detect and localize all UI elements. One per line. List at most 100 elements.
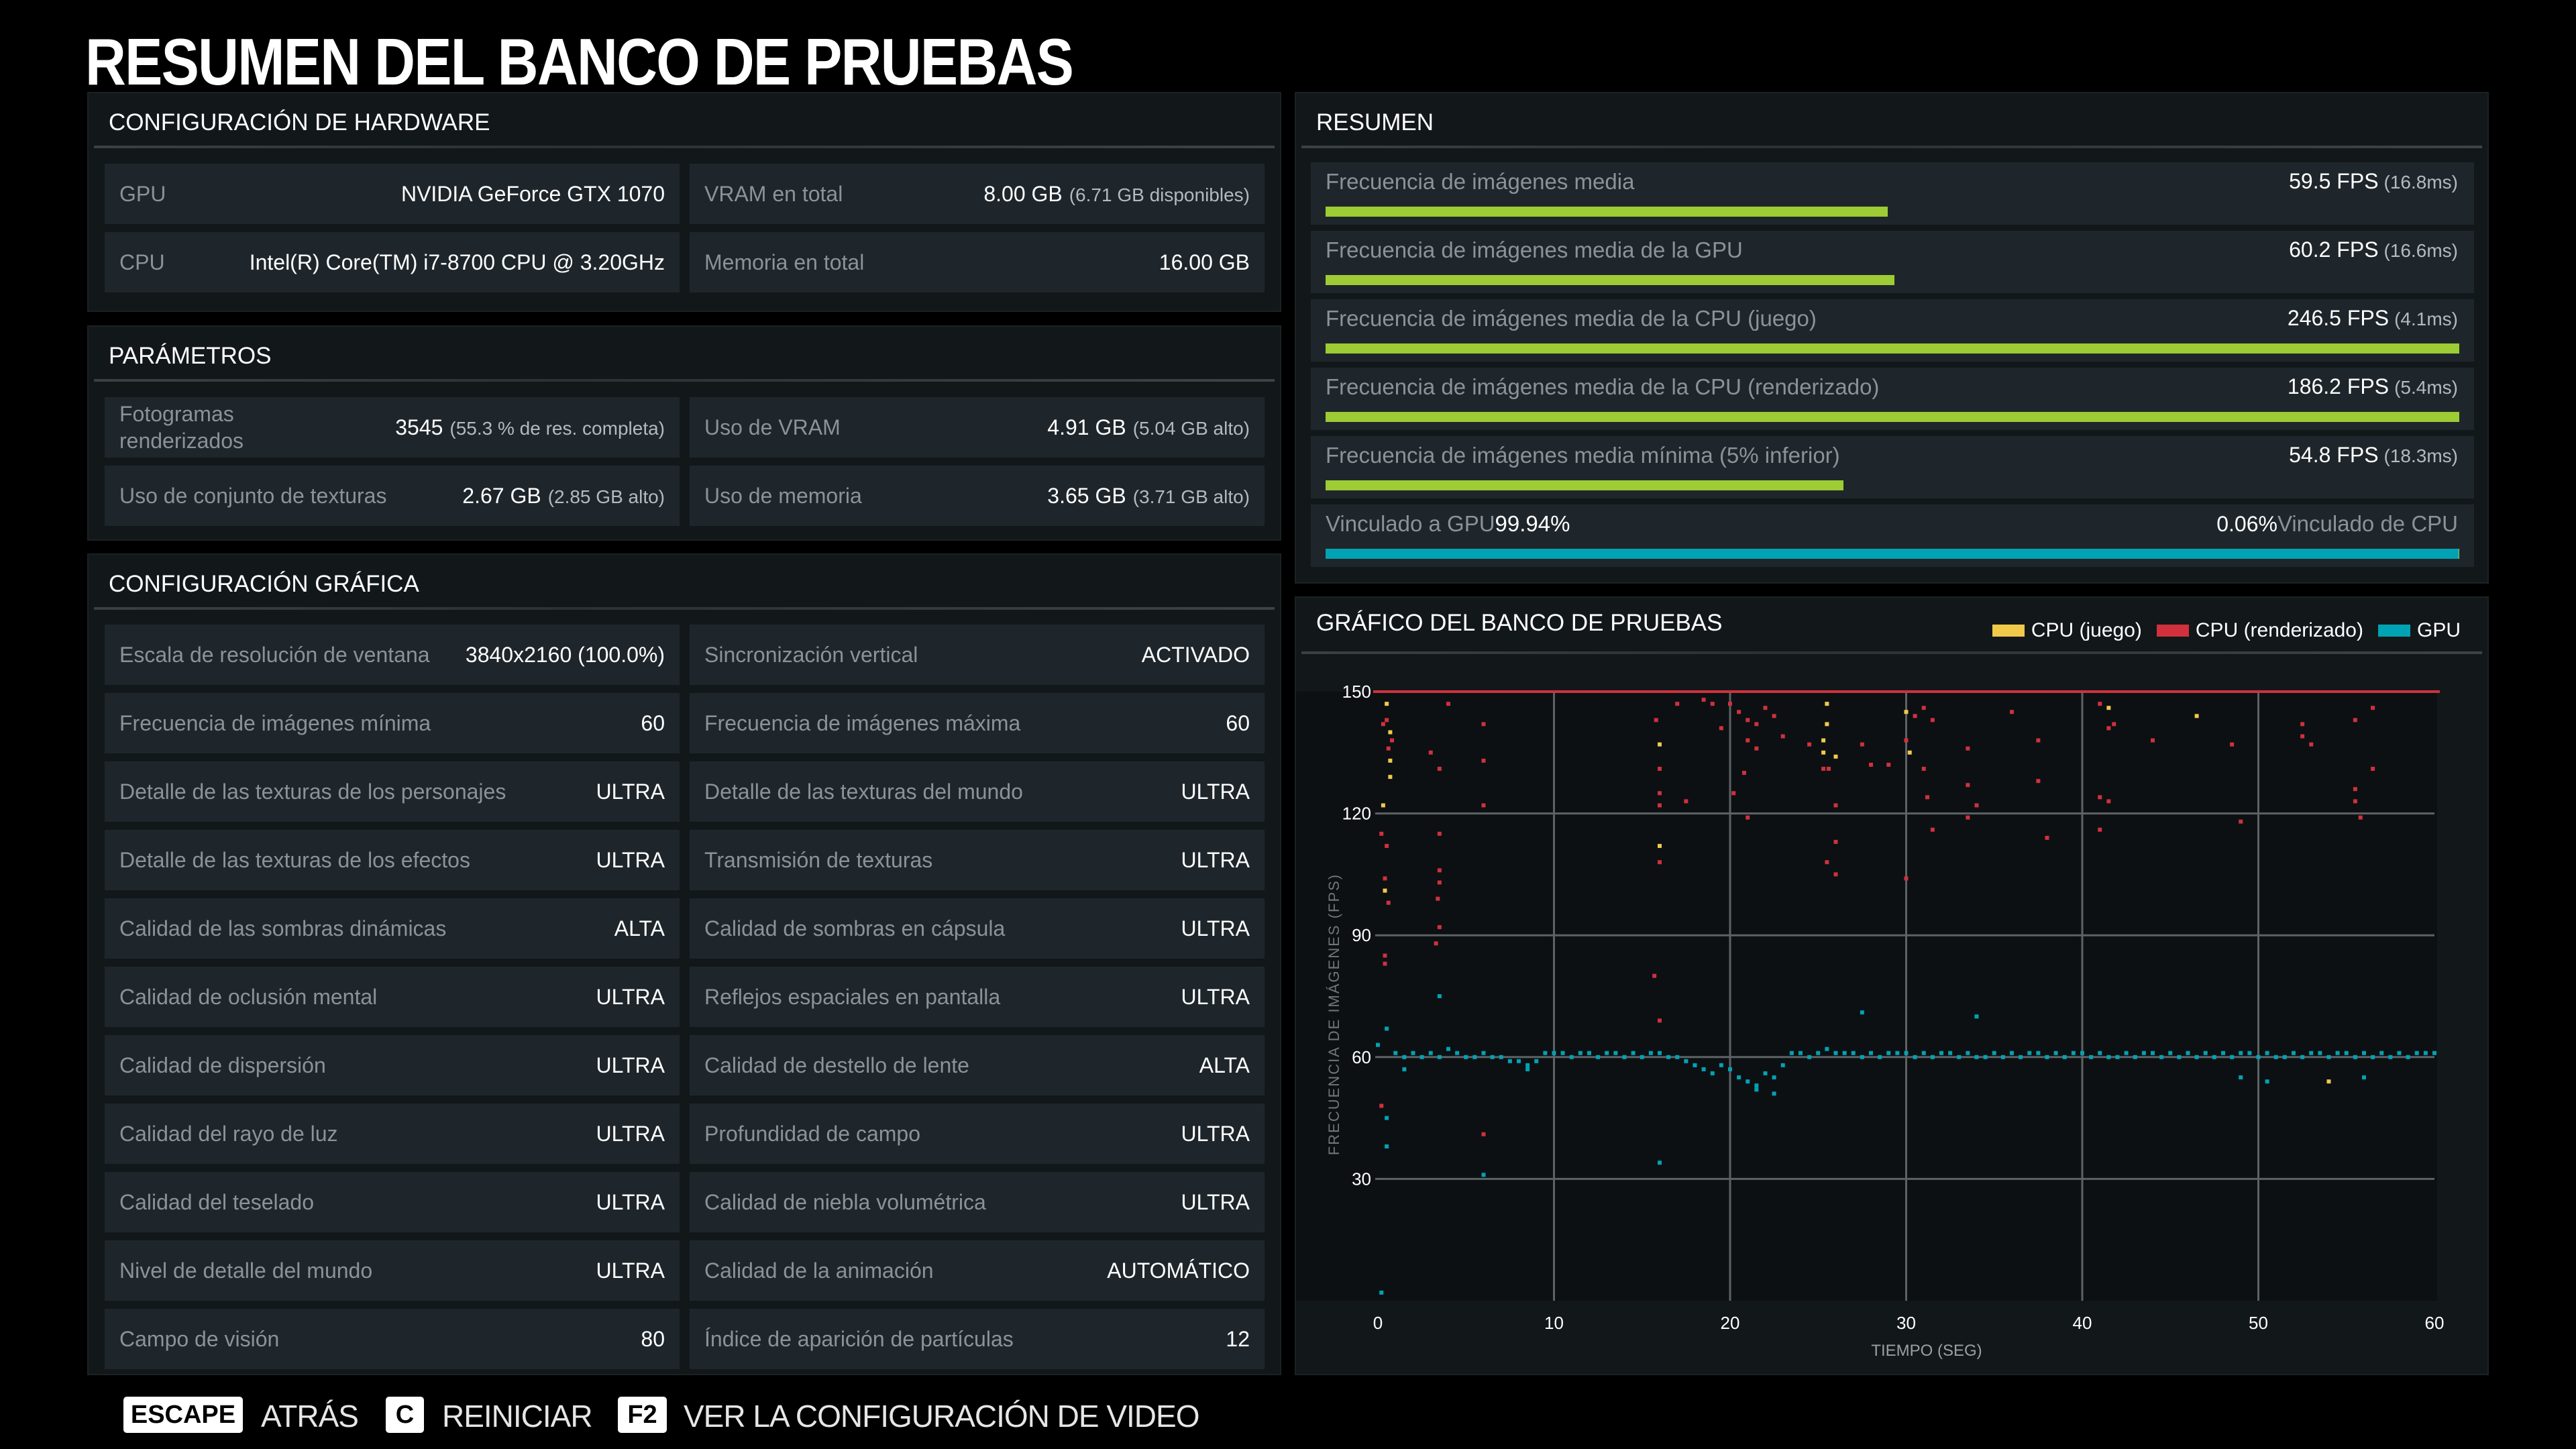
parameter-value: 3545 (55.3 % de res. completa) [395,415,665,440]
graphics-setting-value: ACTIVADO [1142,643,1250,667]
hardware-panel: CONFIGURACIÓN DE HARDWARE GPU NVIDIA GeFo… [87,92,1281,312]
cpu-render-point [1417,690,1428,693]
gpu-point [2186,1051,2190,1055]
cpu-render-point [1675,702,1680,706]
graphics-setting-value-main: ULTRA [596,1258,665,1283]
cpu-render-point [2368,690,2379,693]
cpu-render-point [1514,690,1524,693]
cpu-render-point [1690,690,1701,693]
c-key[interactable]: C [386,1397,424,1433]
x-tick-label: 0 [1373,1313,1383,1333]
summary-fps: 54.8 FPS [2289,443,2379,467]
x-axis-title: TIEMPO (SEG) [1871,1342,1982,1360]
view-video-settings-button[interactable]: VER LA CONFIGURACIÓN DE VIDEO [684,1399,1199,1434]
cpu-render-point [1742,771,1746,775]
gpu-point [1780,1063,1785,1067]
cpu-render-point [1437,831,1442,836]
cpu-render-point [1391,690,1401,693]
cpu-game-point [1825,722,1829,727]
cpu-render-point [1825,860,1829,865]
y-tick-label: 120 [1342,804,1371,824]
graphics-setting-label: Calidad del rayo de luz [119,1121,338,1146]
cpu-render-point [2157,690,2167,693]
gpu-point [2141,1051,2146,1055]
cpu-render-point [1390,738,1394,743]
graphics-setting-item: Calidad del rayo de luz ULTRA [105,1104,680,1164]
cpu-render-point [1373,690,1383,693]
cpu-render-point [1743,690,1754,693]
cpu-render-point [1672,690,1683,693]
cpu-render-point [1821,767,1826,771]
cpu-render-point [2059,690,2070,693]
cpu-render-point [2371,767,2375,771]
cpu-render-point [1980,690,1991,693]
gpu-point [1640,1055,1644,1059]
summary-row: Frecuencia de imágenes media 59.5 FPS (16.… [1311,162,2474,225]
graphics-setting-value: 60 [641,711,665,736]
escape-key[interactable]: ESCAPE [123,1397,243,1433]
graphics-setting-value-main: ULTRA [1181,847,1250,872]
gpu-point [1869,1051,1873,1055]
graphics-setting-value-main: 12 [1226,1326,1250,1351]
cpu-render-point [1496,690,1507,693]
y-axis-title: FRECUENCIA DE IMÁGENES (FPS) [1326,873,1342,1155]
cpu-render-point [2112,722,2116,727]
graphics-setting-item: Reflejos espaciales en pantalla ULTRA [690,967,1265,1027]
summary-value: 246.5 FPS (4.1ms) [2288,306,2458,331]
graphics-setting-value: ULTRA [1181,916,1250,941]
hardware-item: CPU Intel(R) Core(TM) i7-8700 CPU @ 3.20G… [105,232,680,292]
cpu-render-point [1558,690,1568,693]
cpu-render-point [1437,767,1442,771]
hardware-value: 8.00 GB (6.71 GB disponibles) [983,182,1250,207]
gpu-point [1428,1051,1433,1055]
cpu-render-point [1434,941,1438,946]
gpu-point [2124,1051,2129,1055]
graphics-setting-value: 3840x2160 (100.0%) [466,643,665,667]
gpu-point [2019,1055,2023,1059]
back-button[interactable]: ATRÁS [261,1399,359,1434]
gpu-point [2151,1051,2155,1055]
graphics-setting-value: 80 [641,1327,665,1352]
cpu-render-point [2183,690,2194,693]
graphics-setting-value: ULTRA [1181,848,1250,873]
cpu-render-point [1385,718,1389,722]
restart-button[interactable]: REINICIAR [442,1399,593,1434]
cpu-render-point [1381,722,1385,727]
gpu-bound-fill [1326,549,2459,559]
cpu-render-point [1989,690,2000,693]
cpu-render-point [1807,742,1812,747]
cpu-render-point [1796,690,1806,693]
cpu-render-point [1426,690,1436,693]
gpu-point [2247,1051,2252,1055]
gpu-point [1772,1075,1776,1080]
gpu-point [1525,1067,1530,1071]
gpu-point [1379,1290,1384,1295]
cpu-render-point [1930,718,1935,722]
parameter-item: Uso de VRAM 4.91 GB (5.04 GB alto) [690,397,1265,458]
cpu-render-point [2245,690,2255,693]
graphics-setting-value-main: ULTRA [1181,1189,1250,1214]
cpu-render-point [1925,795,1929,800]
cpu-render-point [1839,690,1850,693]
gpu-point [2388,1055,2393,1059]
gpu-point [2000,1055,2005,1059]
cpu-render-point [1628,690,1639,693]
cpu-render-point [2130,690,2141,693]
graphics-setting-value: ULTRA [596,1053,665,1078]
cpu-render-point [1386,900,1391,905]
hardware-grid: GPU NVIDIA GeForce GTX 1070 VRAM en total 8… [105,164,1265,292]
graphics-setting-value-main: 80 [641,1326,665,1351]
gpu-point [1728,1067,1732,1071]
gpu-point [2335,1051,2340,1055]
cpu-render-point [1833,803,1838,808]
gpu-point [1385,1116,1389,1120]
cpu-render-point [2309,742,2314,747]
parameter-value-main: 2.67 GB [462,483,541,508]
f2-key[interactable]: F2 [618,1397,667,1433]
gpu-point [2045,1055,2049,1059]
x-tick-label: 10 [1544,1313,1564,1333]
cpu-render-point [1383,961,1387,966]
graphics-setting-label: Índice de aparición de partículas [704,1326,1014,1351]
cpu-render-point [1716,690,1727,693]
gpu-point [1376,1042,1380,1047]
